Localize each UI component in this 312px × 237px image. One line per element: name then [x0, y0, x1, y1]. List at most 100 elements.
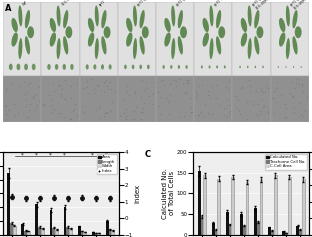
- Ellipse shape: [248, 38, 252, 59]
- Ellipse shape: [133, 38, 137, 59]
- Ellipse shape: [295, 26, 302, 38]
- Point: [291, 110, 296, 114]
- Point: [251, 102, 256, 106]
- Point: [292, 106, 297, 110]
- Point: [57, 84, 62, 88]
- Point: [274, 100, 279, 104]
- Bar: [92, 232, 95, 235]
- Ellipse shape: [139, 65, 142, 69]
- Point: [68, 84, 73, 88]
- Ellipse shape: [209, 5, 213, 27]
- Ellipse shape: [139, 10, 145, 28]
- Bar: [66, 227, 69, 235]
- Ellipse shape: [101, 36, 106, 55]
- Point: [124, 89, 129, 92]
- Bar: [111, 230, 114, 235]
- Point: [99, 88, 104, 92]
- Point: [72, 108, 77, 111]
- Point: [227, 111, 232, 114]
- Point: [140, 78, 145, 82]
- Ellipse shape: [180, 26, 187, 38]
- Ellipse shape: [24, 64, 28, 70]
- Ellipse shape: [25, 10, 30, 28]
- Point: [25, 115, 30, 119]
- Point: [225, 98, 230, 102]
- Ellipse shape: [88, 18, 94, 32]
- Point: [239, 86, 244, 90]
- Point: [162, 83, 167, 87]
- Ellipse shape: [126, 18, 133, 32]
- Point: [195, 92, 200, 96]
- Bar: [27, 231, 30, 235]
- Ellipse shape: [86, 64, 89, 69]
- Point: [222, 113, 227, 117]
- Point: [50, 82, 55, 86]
- Ellipse shape: [285, 66, 286, 68]
- Point: [223, 85, 228, 89]
- Point: [183, 91, 188, 95]
- Ellipse shape: [70, 64, 74, 70]
- Point: [75, 114, 80, 118]
- Point: [68, 96, 73, 99]
- Bar: [118, 77, 156, 122]
- Point: [266, 110, 271, 114]
- Point: [181, 82, 186, 86]
- Ellipse shape: [286, 38, 290, 59]
- Ellipse shape: [139, 36, 145, 55]
- Ellipse shape: [164, 32, 171, 47]
- Point: [142, 88, 147, 92]
- Ellipse shape: [171, 38, 175, 59]
- Ellipse shape: [216, 36, 221, 55]
- Point: [186, 80, 191, 83]
- Point: [297, 101, 302, 105]
- Point: [284, 106, 289, 110]
- Point: [188, 110, 193, 114]
- Point: [254, 112, 259, 116]
- Point: [132, 117, 137, 121]
- Point: [150, 91, 155, 95]
- Point: [17, 84, 22, 87]
- Bar: [156, 2, 194, 77]
- Point: [151, 80, 156, 84]
- Point: [194, 95, 199, 99]
- Point: [24, 104, 29, 108]
- Point: [81, 110, 86, 114]
- Ellipse shape: [55, 64, 58, 70]
- Point: [60, 87, 65, 91]
- Point: [297, 82, 302, 86]
- Point: [144, 80, 149, 84]
- Point: [7, 108, 12, 112]
- Point: [245, 100, 250, 104]
- Point: [300, 114, 305, 118]
- Point: [57, 111, 62, 115]
- Ellipse shape: [47, 64, 51, 70]
- Point: [255, 113, 260, 117]
- Point: [235, 99, 240, 102]
- Point: [226, 87, 231, 91]
- Point: [259, 98, 264, 102]
- Bar: [229, 224, 232, 235]
- Point: [197, 113, 202, 117]
- Bar: [41, 77, 80, 122]
- Point: [158, 80, 163, 83]
- Ellipse shape: [292, 10, 298, 28]
- Text: *: *: [35, 153, 37, 158]
- Point: [134, 105, 139, 109]
- Point: [124, 114, 129, 118]
- Text: grf1 grf3
35S::MIR396b: grf1 grf3 35S::MIR396b: [290, 0, 312, 11]
- Point: [132, 91, 137, 95]
- Point: [209, 112, 214, 115]
- Point: [236, 108, 241, 112]
- Bar: [36, 204, 38, 235]
- Bar: [24, 231, 27, 235]
- Point: [58, 112, 63, 115]
- Point: [125, 84, 130, 88]
- Bar: [268, 227, 271, 235]
- Bar: [69, 228, 72, 235]
- Ellipse shape: [63, 10, 68, 28]
- Point: [157, 112, 162, 116]
- Point: [58, 94, 63, 97]
- Point: [259, 89, 264, 93]
- Point: [80, 86, 85, 90]
- Point: [161, 78, 166, 82]
